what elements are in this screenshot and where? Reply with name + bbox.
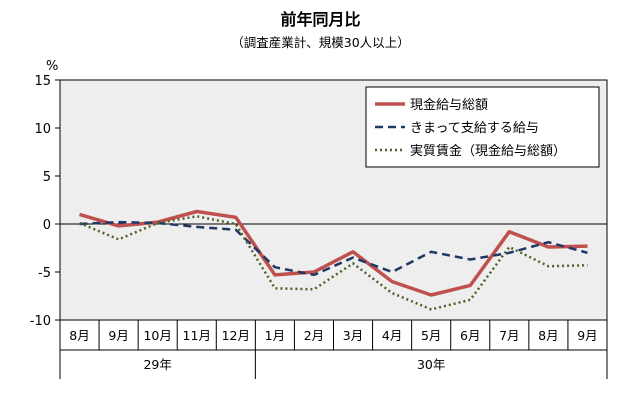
x-tick-label: 2月 [304, 328, 324, 343]
x-tick-label: 8月 [538, 328, 558, 343]
x-tick-label: 1月 [265, 328, 285, 343]
series-line-2 [79, 220, 588, 277]
x-group-label: 29年 [143, 357, 171, 372]
series-line-1 [79, 209, 588, 297]
series-line-3 [79, 215, 588, 311]
x-tick-label: 11月 [183, 328, 211, 343]
x-tick-label: 3月 [343, 328, 363, 343]
y-tick-label: 10 [34, 122, 51, 137]
x-tick-label: 9月 [577, 328, 597, 343]
x-tick-label: 10月 [143, 328, 171, 343]
y-tick-label: 15 [34, 74, 51, 89]
x-group-label: 30年 [417, 357, 445, 372]
chart-subtitle: （調査産業計、規模30人以上） [231, 35, 410, 50]
chart-title: 前年同月比 [280, 10, 361, 29]
legend-item: 現金給与総額 [410, 97, 488, 113]
x-tick-label: 6月 [460, 328, 480, 343]
x-tick-label: 9月 [108, 328, 128, 343]
y-axis-unit-label: % [46, 59, 58, 74]
x-tick-label: 7月 [499, 328, 519, 343]
y-tick-label: 0 [43, 218, 51, 233]
x-tick-label: 4月 [382, 328, 402, 343]
y-tick-label: 5 [43, 170, 51, 185]
legend-item: 実質賃金（現金給与総額） [410, 143, 566, 159]
x-tick-label: 12月 [222, 328, 250, 343]
y-tick-label: -10 [30, 314, 51, 329]
legend-item: きまって支給する給与 [410, 121, 539, 136]
y-tick-label: -5 [38, 266, 51, 281]
x-tick-label: 8月 [69, 328, 89, 343]
x-tick-label: 5月 [421, 328, 441, 343]
